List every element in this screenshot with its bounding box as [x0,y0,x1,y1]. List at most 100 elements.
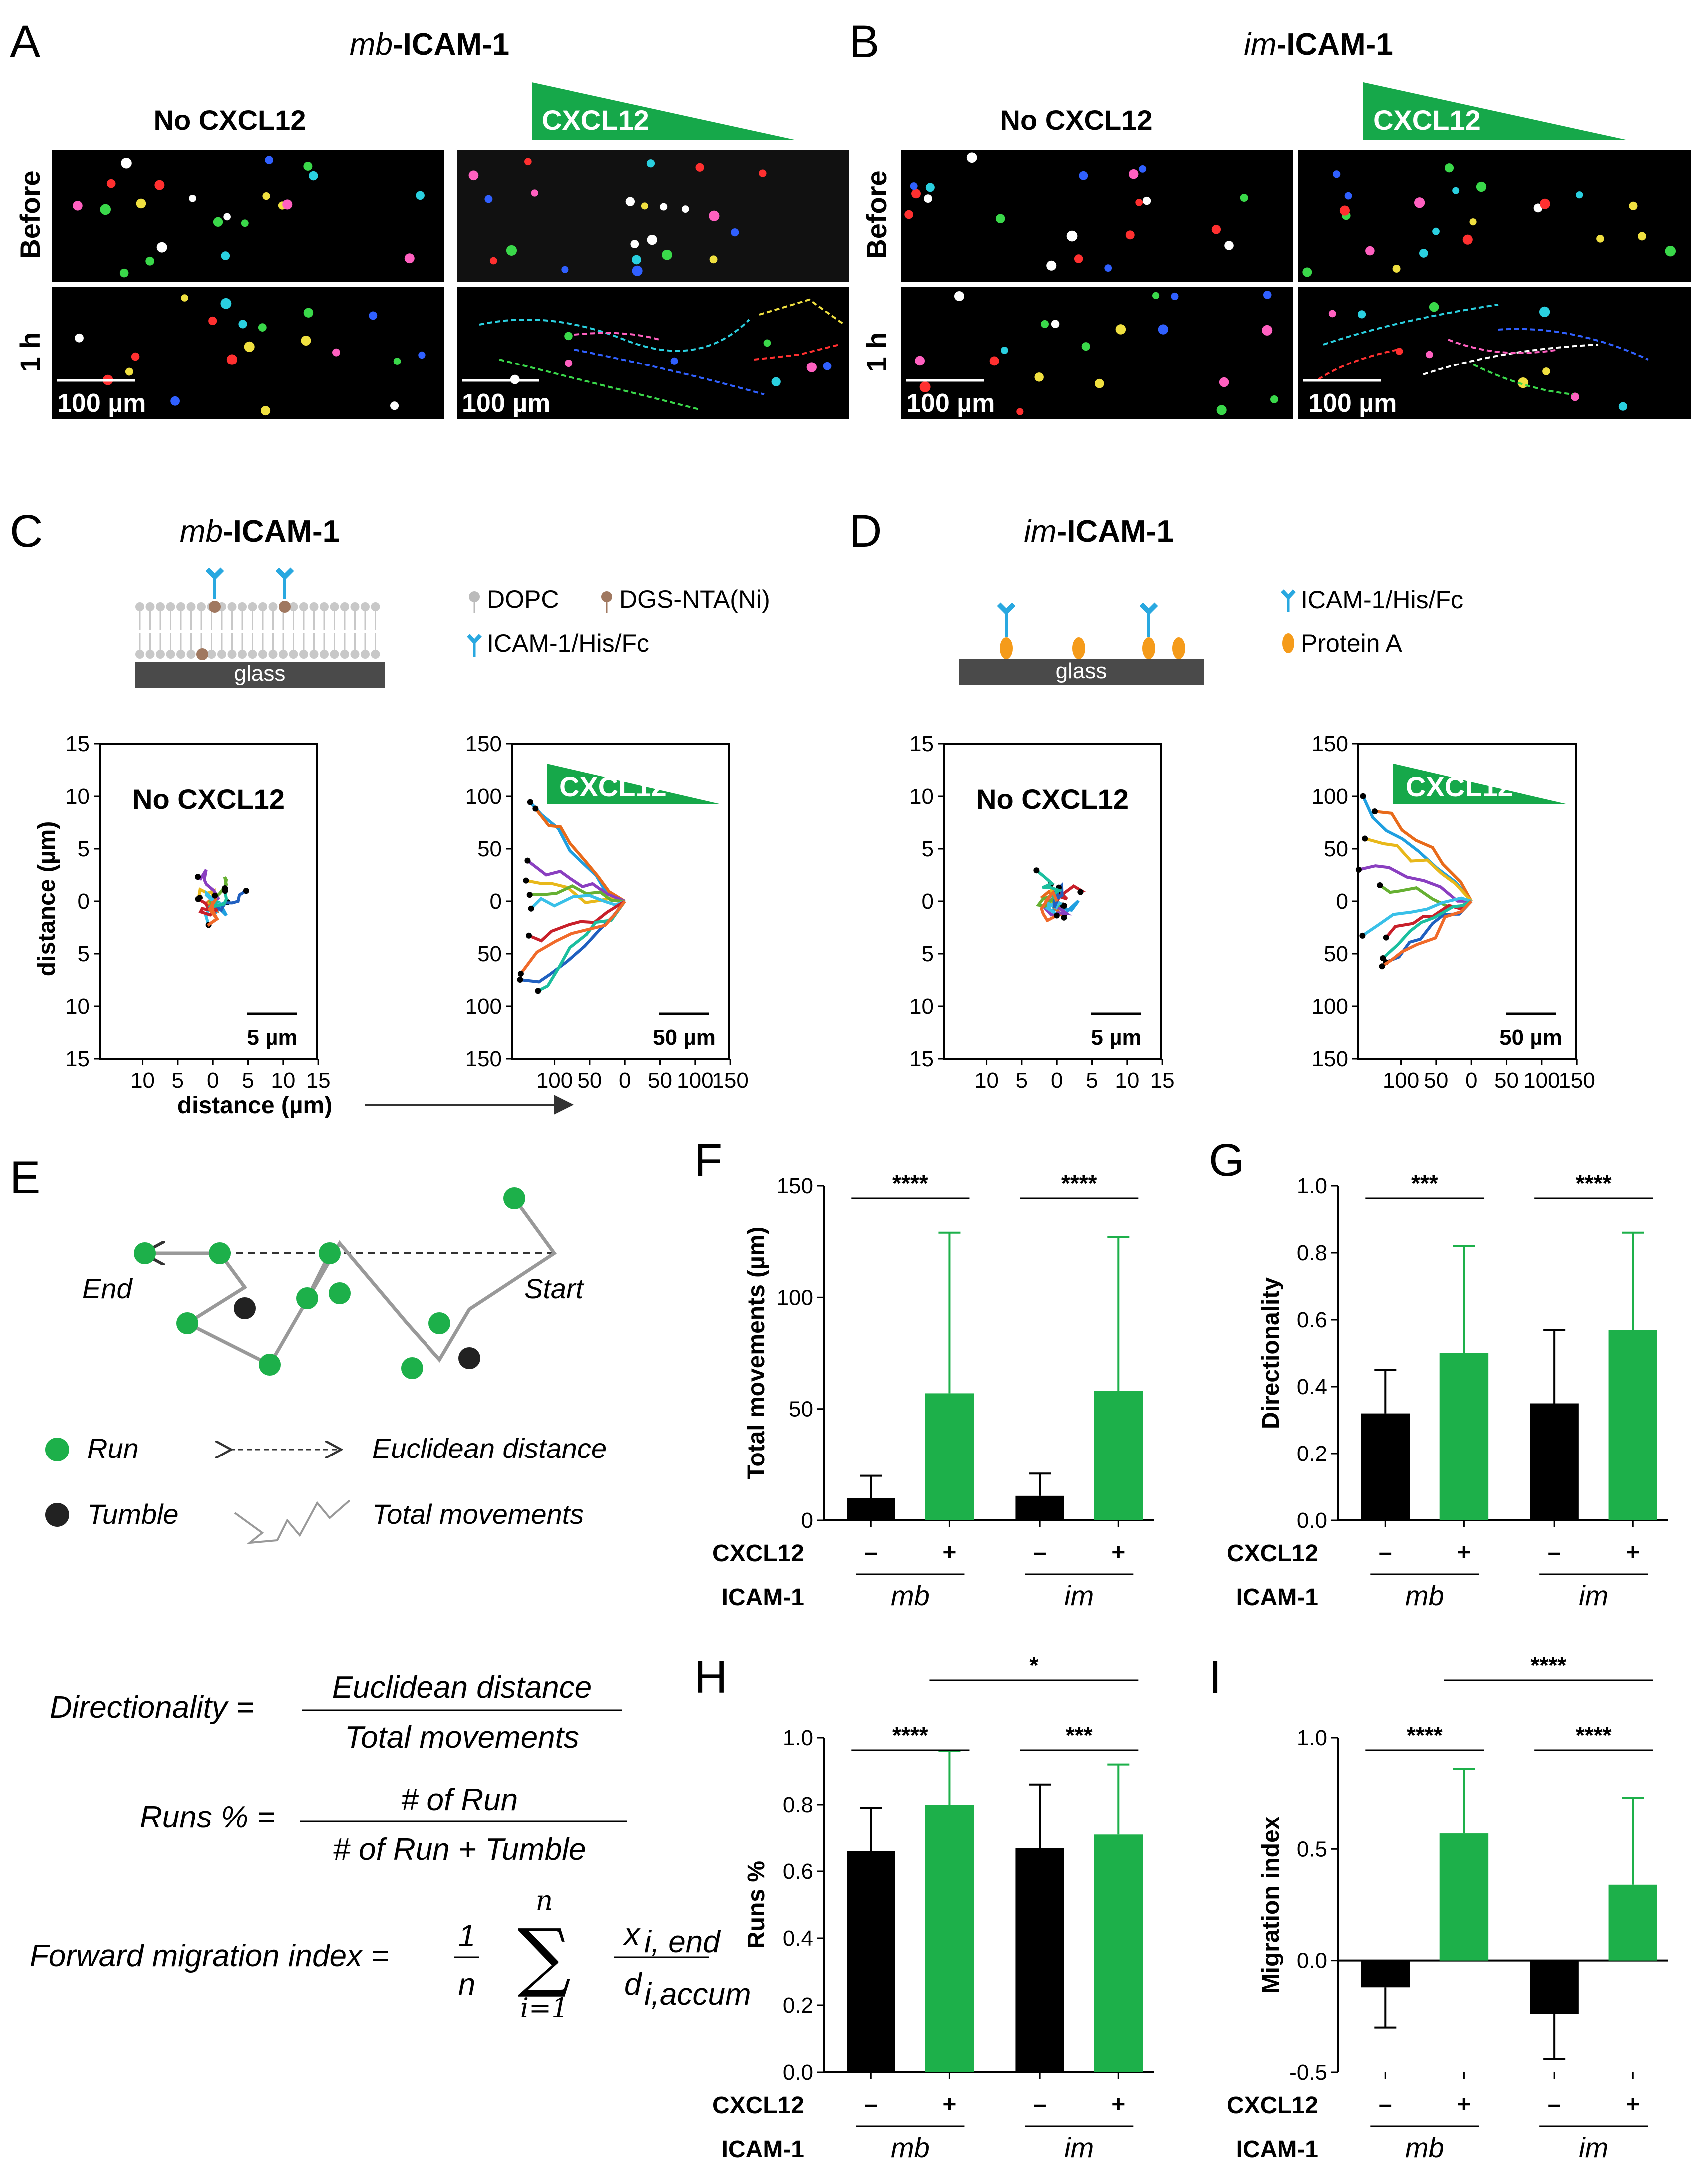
cxcl12-sign: + [1457,1539,1471,1566]
cell [121,158,132,169]
tumble-node [234,1297,256,1319]
tumble-icon [45,1503,69,1527]
cell [262,192,270,200]
cell [531,189,538,197]
legend-icam-d: ICAM-1/His/Fc [1301,586,1463,614]
plot-label: CXCL12 [559,771,667,802]
panel-a-col1-label: No CXCL12 [154,104,306,136]
cell [632,265,643,276]
cell-track [528,900,626,943]
cell [759,169,767,177]
micrograph-b-cells [904,152,1676,415]
cxcl12-sign: – [1548,2091,1561,2118]
cell-track [1040,889,1058,923]
panel-label-i: I [1209,1652,1222,1703]
bar [1439,1353,1489,1520]
cell-track [530,894,626,910]
panel-a: A mb-ICAM-1 No CXCL12 CXCL12 Before 1 h … [10,16,849,419]
cell [1158,324,1169,335]
cxcl12-sign: – [1379,1539,1392,1566]
svg-text:x: x [623,1917,641,1952]
bar [1530,1403,1579,1520]
significance-label: **** [892,1170,928,1196]
bar [1094,1834,1143,2072]
cell [1539,306,1550,318]
scale-label: 5 µm [247,1025,297,1050]
legend-c: DOPC DGS-NTA(Ni) ICAM-1/His/Fc [467,585,770,657]
cell [925,183,935,192]
micrograph-b-3 [901,287,1293,419]
y-tick-label: 0.6 [783,1859,813,1884]
panel-f: F 0 50 100 150 Total movements (µm) – + – + CXCL1… [694,1135,1154,1611]
cell [1432,227,1440,235]
significance-label: * [1029,1652,1038,1678]
cell [1262,325,1273,336]
cell [924,194,932,203]
y-tick-label: 150 [777,1174,813,1198]
glass-label-d: glass [1056,659,1107,683]
bar [1608,1330,1657,1520]
svg-text:d: d [624,1967,643,2002]
y-tick-label: 10 [909,994,934,1019]
y-tick-label: 0 [78,889,90,914]
cell [1444,163,1454,173]
cell [1665,245,1676,257]
y-tick-label: 50 [477,837,502,861]
gradient-wedge [1393,764,1566,804]
cell [1074,254,1083,263]
cell [561,266,569,273]
x-tick-label: 5 [1086,1068,1098,1092]
cell [989,356,999,366]
svg-text:i=1: i=1 [520,1992,569,2024]
y-tick-label: 100 [777,1285,813,1310]
bar [847,1498,895,1520]
cell [641,202,648,210]
cell [806,362,817,372]
significance-label: **** [1576,1170,1612,1196]
total-movements-icon [234,1499,351,1544]
y-tick-label: 15 [65,1047,90,1071]
x-tick-label: 100 [1523,1068,1560,1092]
x-tick-label: 150 [1558,1068,1595,1092]
icam1-row-label: ICAM-1 [1236,1584,1318,1611]
panel-a-scalebar-1: 100 µm [57,389,146,418]
icam1-row-label: ICAM-1 [722,2136,804,2163]
cell [145,256,155,266]
panel-label-c: C [10,506,43,557]
y-tick-label: 0.8 [783,1793,813,1817]
cell [1152,292,1160,299]
cxcl12-sign: – [864,2091,878,2118]
cell [763,339,771,347]
cell-track [1381,900,1473,968]
cell [524,158,532,166]
cell [223,213,231,221]
cell [393,358,401,365]
start-label: Start [524,1273,585,1304]
cell [170,396,180,406]
x-tick-label: 100 [536,1068,573,1092]
cell [309,171,318,181]
y-tick-label: 150 [465,732,502,756]
y-tick-label: 0 [801,1508,813,1533]
cell [1365,246,1375,256]
cell [1452,187,1460,194]
y-tick-label: 15 [909,732,934,756]
micrograph-b-4 [1298,287,1691,419]
cell [244,341,255,352]
cxcl12-row-label: CXCL12 [712,1540,804,1567]
cell-track [1382,900,1472,960]
cell [221,251,230,260]
y-tick-label: 100 [1312,994,1348,1019]
y-tick-label: 0.0 [1297,1949,1327,1973]
cell [771,377,781,386]
icam1-group-label: im [1064,2132,1094,2163]
svg-text:n: n [536,1885,553,1916]
cell [632,255,641,265]
svg-text:i, end: i, end [644,1925,721,1959]
cell [1216,405,1227,415]
formula-directionality: Directionality = Euclidean distance Tota… [50,1670,622,1755]
svg-text:1: 1 [458,1919,475,1953]
cell [709,210,720,221]
cxcl12-row-label: CXCL12 [1227,2092,1318,2119]
tumble-node [458,1347,480,1369]
